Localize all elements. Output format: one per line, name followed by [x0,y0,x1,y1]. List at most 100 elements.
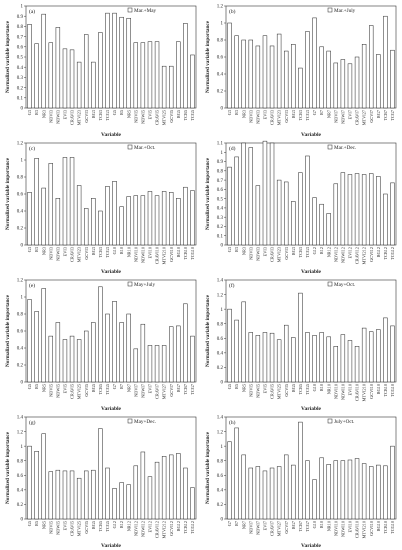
x-tick-label: EVI7 [148,383,153,393]
x-tick-label: CRAVI3 [270,247,275,262]
bar [262,332,268,383]
bar [248,467,253,520]
y-tick-label: 0.2 [217,90,224,95]
bar [190,54,195,109]
x-tick-label: EVI3 [263,110,268,119]
bar [255,335,261,383]
x-tick-label: CRAVI5 [155,110,160,125]
y-tick-label: 0.1 [17,97,24,102]
bar [262,140,268,246]
x-tick-label: NDWI7 [255,520,260,535]
x-tick-label: GCVI12 [169,521,174,536]
y-tick-label: 1 [221,151,224,156]
chart-panel: 00.20.40.60.811.21.4G5 R5 NR5 NDVI5 NDWI5 EVI… [5,416,197,549]
x-tick-label: RG3 [91,247,96,255]
y-tick-label: 0.4 [217,352,224,357]
plot-frame [225,416,397,520]
bar [319,457,324,520]
y-tick-label: 0.2 [217,225,224,230]
x-tick-label: RG5 [91,521,96,529]
bar [319,203,324,246]
x-tick-label: NDVI12 [133,521,138,536]
x-tick-label: EVI10 [148,247,153,258]
bar [376,54,381,109]
x-tick-label: EVI7 [263,520,268,530]
y-tick-label: 0.8 [217,322,224,327]
bar [319,332,324,383]
x-tick-label: TCB10 [383,521,388,534]
panel-label: (b) [229,8,236,15]
x-tick-label: CRAVI7 [155,383,160,399]
bar [41,288,46,383]
y-axis-title: Normalized variable importance [5,294,11,367]
x-tick-label: NR12 [326,247,331,257]
x-tick-label: EVI3 [63,247,68,256]
bar [190,335,195,383]
bar [41,433,46,520]
x-tick-label: G10 [312,384,317,391]
x-tick-label: NDWI3 [55,247,60,261]
bar [169,326,174,383]
x-tick-label: TCG5 [190,110,195,121]
bar [312,197,317,246]
bar [305,460,310,520]
x-tick-label: NDWI7 [340,109,345,124]
bar [140,323,146,383]
y-axis-title: Normalized variable importance [205,20,211,93]
bar [340,172,346,246]
x-tick-label: MTVI25 [162,110,167,125]
bar [234,319,239,383]
x-tick-label: NDWI10 [340,521,345,537]
x-tick-label: G7 [312,109,317,115]
bar [140,42,146,109]
x-tick-label: RG10 [376,521,381,531]
bar [176,325,181,383]
chart-panel: 00.20.40.60.811.21.4G5 R5 NR5 NDVI5 NDWI5 EVI… [205,279,397,412]
bar [176,453,181,520]
panel-label: (e) [29,282,35,289]
bar [119,322,124,383]
bar [76,339,82,383]
bar [76,61,82,109]
y-axis-title: Normalized variable importance [5,20,11,93]
x-tick-label: TCB5 [183,110,188,121]
bar [305,155,310,246]
x-tick-label: NDVI5 [48,384,53,397]
x-tick-label: CRAVI7 [270,520,275,536]
x-tick-label: NDWI3 [55,110,60,124]
bar [305,332,310,383]
x-tick-label: TCB3 [98,110,103,121]
x-axis-title: Variable [301,269,322,275]
bar [269,467,275,520]
bar [34,450,39,520]
x-tick-label: R10 [119,247,124,254]
legend-swatch [127,144,133,150]
x-tick-label: TCB7 [298,520,303,531]
bar [55,469,61,520]
y-tick-label: 1 [21,5,24,10]
y-tick-label: 0.8 [217,170,224,175]
bar [55,27,61,109]
bar [227,441,232,520]
bar [91,198,96,246]
bar [41,13,46,109]
bar [312,479,317,520]
x-tick-label: R5 [34,384,39,389]
bar [298,172,303,246]
x-tick-label: EVI5 [63,521,68,530]
y-axis-title: Normalized variable importance [205,431,211,504]
legend-swatch [127,281,133,287]
x-tick-label: EVI10 [348,521,353,532]
x-tick-label: CRAVI3 [270,110,275,125]
y-tick-label: 1.1 [217,142,224,147]
y-tick-label: 0.5 [217,197,224,202]
y-tick-label: 1 [221,445,224,450]
x-tick-label: G5 [227,384,232,389]
x-tick-label: TCG10 [390,521,395,534]
bar [105,12,110,109]
y-tick-label: 0.4 [17,210,24,215]
bar [326,464,331,520]
x-tick-label: RG7 [291,520,296,529]
bar [98,210,103,246]
bar [112,181,117,246]
